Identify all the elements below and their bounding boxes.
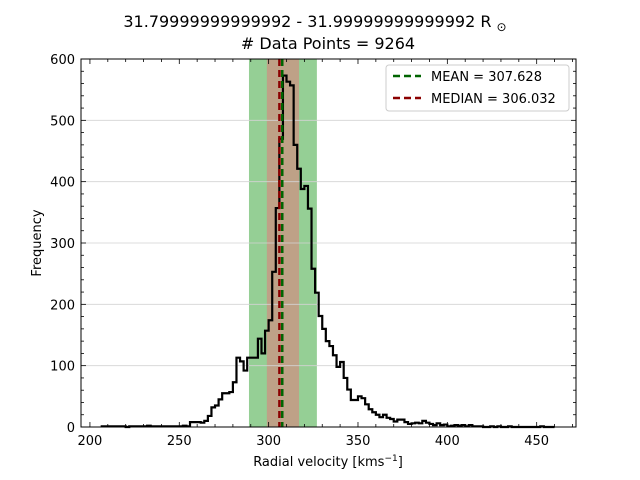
x-tick-label: 400	[435, 434, 460, 449]
x-tick-label: 200	[78, 434, 103, 449]
x-tick-label: 350	[346, 434, 371, 449]
legend-mean-label: MEAN = 307.628	[431, 70, 542, 85]
legend-median-label: MEDIAN = 306.032	[431, 92, 556, 107]
y-tick-label: 500	[50, 114, 75, 129]
statistic-lines	[278, 59, 284, 427]
legend-box	[385, 64, 570, 112]
x-tick-label: 450	[524, 434, 549, 449]
legend: MEAN = 307.628 MEDIAN = 306.032	[385, 64, 570, 112]
y-axis-label: Frequency	[30, 209, 45, 276]
title-line-1: 31.79999999999992 - 31.99999999999992 R	[123, 12, 491, 31]
svg-text:31.79999999999992 - 31.9999999: 31.79999999999992 - 31.99999999999992 R …	[123, 12, 506, 34]
sun-symbol: ⊙	[497, 20, 507, 34]
chart-title: 31.79999999999992 - 31.99999999999992 R …	[123, 12, 506, 53]
histogram-step-line	[100, 74, 555, 429]
x-tick-label: 250	[167, 434, 192, 449]
y-tick-label: 100	[50, 360, 75, 375]
y-tick-label: 600	[50, 53, 75, 68]
y-tick-label: 400	[50, 176, 75, 191]
x-axis-ticks: 200 250 300 350 400 450	[78, 59, 573, 449]
gridlines	[81, 58, 576, 428]
x-axis-label: Radial velocity [kms−1]	[253, 454, 403, 470]
y-axis-ticks: 0 100 200 300 400 500 600	[50, 53, 576, 436]
y-tick-label: 300	[50, 237, 75, 252]
x-tick-label: 300	[256, 434, 281, 449]
y-tick-label: 200	[50, 298, 75, 313]
y-tick-label: 0	[67, 421, 75, 436]
title-line-2: # Data Points = 9264	[241, 34, 415, 53]
